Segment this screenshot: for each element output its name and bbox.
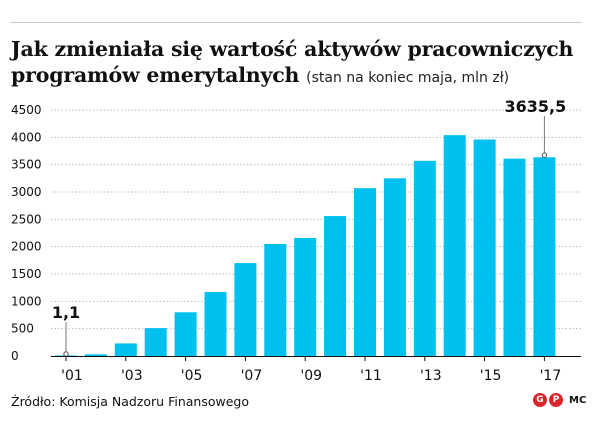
bar: [294, 237, 317, 356]
y-tick-label: 4000: [11, 130, 42, 144]
data-label: 1,1: [52, 303, 80, 322]
y-tick-label: 0: [11, 349, 19, 363]
y-tick-label: 2500: [11, 212, 42, 226]
bar: [503, 158, 526, 356]
bar: [234, 263, 257, 356]
x-tick-label: '03: [121, 368, 143, 384]
bar: [413, 160, 436, 356]
y-tick-label: 3500: [11, 158, 42, 172]
bar: [324, 216, 347, 356]
credits: G P MC: [533, 393, 586, 407]
y-tick-label: 1500: [11, 267, 42, 281]
y-tick-label: 1000: [11, 294, 42, 308]
x-tick-label: '11: [360, 368, 382, 384]
top-rule: [10, 22, 582, 23]
x-tick-label: '15: [480, 368, 502, 384]
bar: [174, 312, 197, 356]
x-tick-label: '07: [241, 368, 263, 384]
x-tick-label: '01: [61, 368, 83, 384]
publisher-logo-g-icon: G: [533, 393, 547, 407]
bar: [533, 157, 556, 356]
x-tick-label: '17: [540, 368, 562, 384]
bar: [144, 328, 167, 356]
data-label: 3635,5: [505, 97, 567, 116]
source-note: Źródło: Komisja Nadzoru Finansowego: [11, 394, 249, 409]
title-text: Jak zmieniała się wartość aktywów pracow…: [11, 37, 574, 87]
y-tick-label: 4500: [11, 103, 42, 117]
publisher-logo-p-icon: P: [549, 393, 563, 407]
bar: [84, 354, 107, 356]
author-initials: MC: [569, 394, 587, 406]
x-tick-label: '05: [181, 368, 203, 384]
x-tick-label: '09: [300, 368, 322, 384]
y-tick-label: 500: [11, 322, 34, 336]
bar: [383, 178, 406, 356]
bar: [473, 139, 496, 356]
annotation-marker: [541, 152, 548, 158]
bar: [264, 243, 287, 356]
bar: [354, 188, 376, 356]
annotation-marker: [63, 351, 69, 357]
bar: [443, 135, 466, 356]
bar: [114, 343, 137, 356]
x-tick-label: '13: [420, 368, 442, 384]
chart-title: Jak zmieniała się wartość aktywów pracow…: [11, 36, 591, 91]
y-tick-label: 3000: [11, 185, 42, 199]
bar: [204, 292, 227, 356]
chart-subtitle: (stan na koniec maja, mln zł): [306, 70, 510, 86]
y-tick-label: 2000: [11, 240, 42, 254]
